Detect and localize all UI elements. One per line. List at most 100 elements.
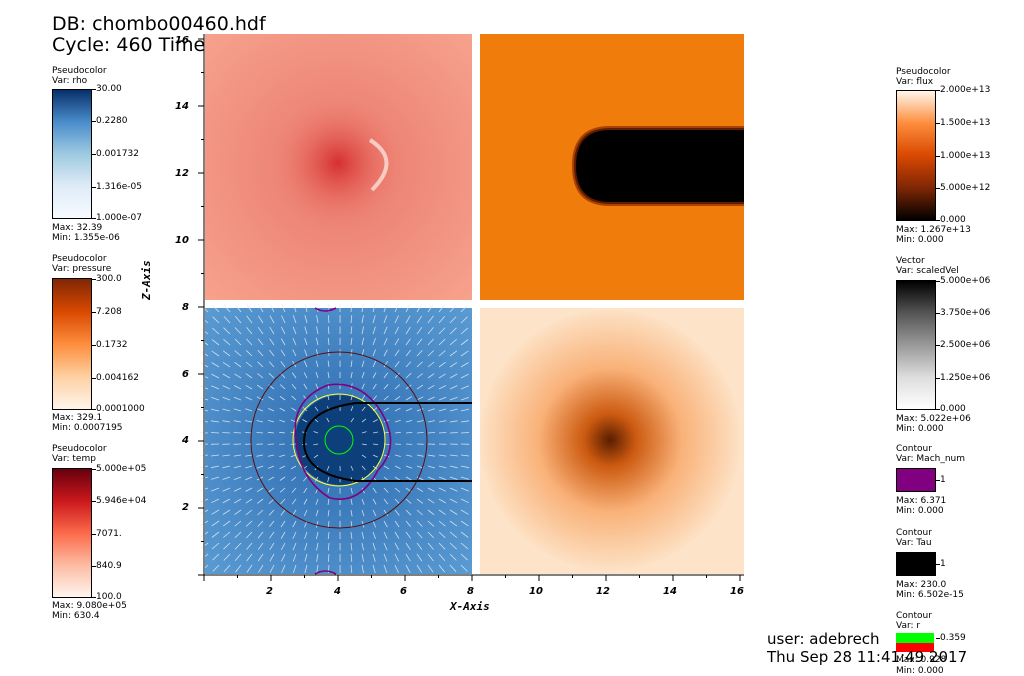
velocity-arrow — [222, 520, 231, 527]
velocity-arrow — [211, 362, 220, 368]
velocity-arrow — [350, 564, 353, 574]
velocity-arrow — [372, 349, 376, 357]
velocity-arrow — [257, 509, 264, 516]
velocity-arrow — [427, 564, 434, 573]
velocity-arrow — [268, 408, 275, 412]
legend-mach: Contour Var: Mach_num 1 Max: 6.371 Min: … — [896, 444, 965, 516]
velocity-arrow — [222, 476, 231, 480]
velocity-arrow — [449, 304, 457, 313]
x-tick-12: 12 — [596, 586, 610, 597]
x-tick-10: 10 — [529, 586, 543, 597]
velocity-arrow — [361, 542, 364, 551]
velocity-arrow — [257, 531, 264, 539]
contour-level: 0.359 — [936, 633, 966, 643]
colorbar-tick: 0.000 — [936, 404, 966, 414]
velocity-arrow — [212, 564, 220, 572]
velocity-arrow — [267, 419, 275, 423]
velocity-arrow — [383, 553, 388, 562]
velocity-arrow — [281, 303, 286, 313]
contour-tau-lines — [356, 402, 472, 482]
velocity-arrow — [269, 304, 275, 313]
legend-type: Contour — [896, 528, 932, 538]
velocity-arrow — [372, 498, 377, 505]
x-tick-8: 8 — [467, 586, 474, 597]
legend-max: Max: 0.928 — [896, 655, 947, 665]
velocity-arrow — [233, 408, 242, 412]
legend-r: Contour Var: r 0.359 Max: 0.928 Min: 0.0… — [896, 611, 966, 676]
velocity-arrow — [416, 553, 423, 562]
velocity-arrow — [292, 315, 297, 324]
velocity-arrow — [460, 373, 469, 379]
velocity-arrow — [327, 476, 330, 483]
velocity-arrow — [211, 339, 220, 346]
velocity-arrow — [394, 465, 401, 469]
velocity-arrow — [405, 372, 412, 379]
flux-shadow — [574, 128, 744, 204]
velocity-arrow — [449, 373, 458, 379]
velocity-arrow — [438, 304, 445, 313]
velocity-arrow — [438, 520, 446, 527]
velocity-arrow — [210, 420, 220, 423]
x-tick-16: 16 — [730, 586, 744, 597]
colorbar-tick: 3.750e+06 — [935, 308, 991, 318]
velocity-arrow — [361, 443, 367, 446]
velocity-arrow — [427, 498, 435, 504]
velocity-arrow — [280, 498, 286, 505]
velocity-arrow — [394, 303, 399, 313]
velocity-arrow — [315, 509, 319, 517]
velocity-arrow — [269, 349, 275, 357]
velocity-arrow — [246, 327, 253, 335]
velocity-arrow — [291, 476, 297, 482]
velocity-arrow — [372, 337, 376, 346]
velocity-arrow — [394, 315, 399, 324]
colorbar-flux — [896, 90, 936, 221]
velocity-arrow — [394, 542, 400, 551]
velocity-arrow — [405, 432, 413, 434]
velocity-arrow — [383, 360, 388, 368]
velocity-arrow — [245, 408, 253, 412]
velocity-arrow — [269, 326, 275, 335]
velocity-arrow — [405, 542, 411, 551]
colorbar-tick: 100.0 — [92, 592, 122, 602]
velocity-arrow — [223, 304, 231, 313]
velocity-arrow — [303, 487, 308, 494]
velocity-arrow — [460, 397, 470, 401]
colorbar-scaledvel — [896, 280, 936, 410]
velocity-arrow — [460, 327, 469, 335]
velocity-arrow — [394, 361, 400, 368]
velocity-arrow — [234, 327, 242, 335]
velocity-arrow — [449, 465, 458, 469]
velocity-arrow — [438, 327, 446, 335]
velocity-arrow — [416, 487, 424, 493]
velocity-arrow — [361, 465, 366, 471]
velocity-arrow — [304, 303, 308, 313]
velocity-arrow — [279, 487, 286, 493]
velocity-arrow — [315, 383, 319, 390]
velocity-arrow — [449, 476, 458, 480]
velocity-arrow — [315, 520, 319, 528]
velocity-arrow — [233, 396, 242, 401]
legend-scaledvel: Vector Var: scaledVel 5.000e+06 3.750e+0… — [896, 256, 990, 434]
z-axis-label: Z-Axis — [140, 260, 153, 300]
velocity-arrow — [427, 304, 434, 313]
velocity-arrow — [361, 509, 365, 517]
velocity-arrow — [211, 397, 220, 401]
colorbar-tick: 1.250e+06 — [935, 373, 991, 383]
velocity-arrow — [405, 396, 412, 401]
velocity-arrow — [246, 553, 253, 562]
velocity-arrow — [427, 487, 435, 492]
velocity-arrow — [427, 420, 435, 423]
velocity-arrow — [372, 443, 379, 445]
velocity-arrow — [279, 395, 286, 401]
velocity-arrow — [416, 509, 423, 516]
velocity-arrow — [313, 443, 319, 446]
velocity-arrow — [394, 431, 401, 434]
velocity-arrow — [416, 564, 423, 573]
z-tick-16: 16 — [175, 35, 189, 46]
velocity-arrow — [416, 304, 423, 313]
velocity-arrow — [416, 432, 424, 434]
velocity-arrow — [256, 487, 264, 493]
velocity-arrow — [460, 542, 469, 550]
legend-max: Max: 1.267e+13 — [896, 225, 971, 235]
